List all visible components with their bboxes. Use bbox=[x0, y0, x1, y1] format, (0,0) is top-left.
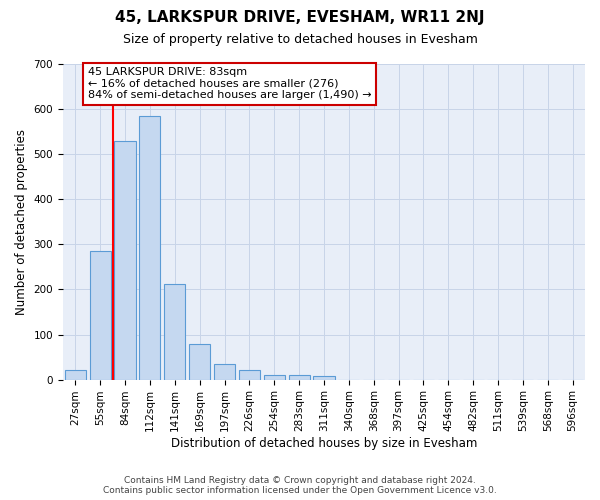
Bar bbox=[189, 344, 210, 380]
Bar bbox=[263, 375, 285, 380]
Y-axis label: Number of detached properties: Number of detached properties bbox=[15, 129, 28, 315]
Bar bbox=[239, 370, 260, 380]
Bar bbox=[214, 364, 235, 380]
Bar bbox=[164, 284, 185, 380]
Bar bbox=[115, 140, 136, 380]
Text: 45, LARKSPUR DRIVE, EVESHAM, WR11 2NJ: 45, LARKSPUR DRIVE, EVESHAM, WR11 2NJ bbox=[115, 10, 485, 25]
Text: Size of property relative to detached houses in Evesham: Size of property relative to detached ho… bbox=[122, 32, 478, 46]
Text: Contains HM Land Registry data © Crown copyright and database right 2024.
Contai: Contains HM Land Registry data © Crown c… bbox=[103, 476, 497, 495]
Bar bbox=[89, 251, 111, 380]
Bar bbox=[65, 370, 86, 380]
Bar bbox=[139, 116, 160, 380]
Bar bbox=[313, 376, 335, 380]
X-axis label: Distribution of detached houses by size in Evesham: Distribution of detached houses by size … bbox=[171, 437, 477, 450]
Text: 45 LARKSPUR DRIVE: 83sqm
← 16% of detached houses are smaller (276)
84% of semi-: 45 LARKSPUR DRIVE: 83sqm ← 16% of detach… bbox=[88, 67, 371, 100]
Bar bbox=[289, 375, 310, 380]
